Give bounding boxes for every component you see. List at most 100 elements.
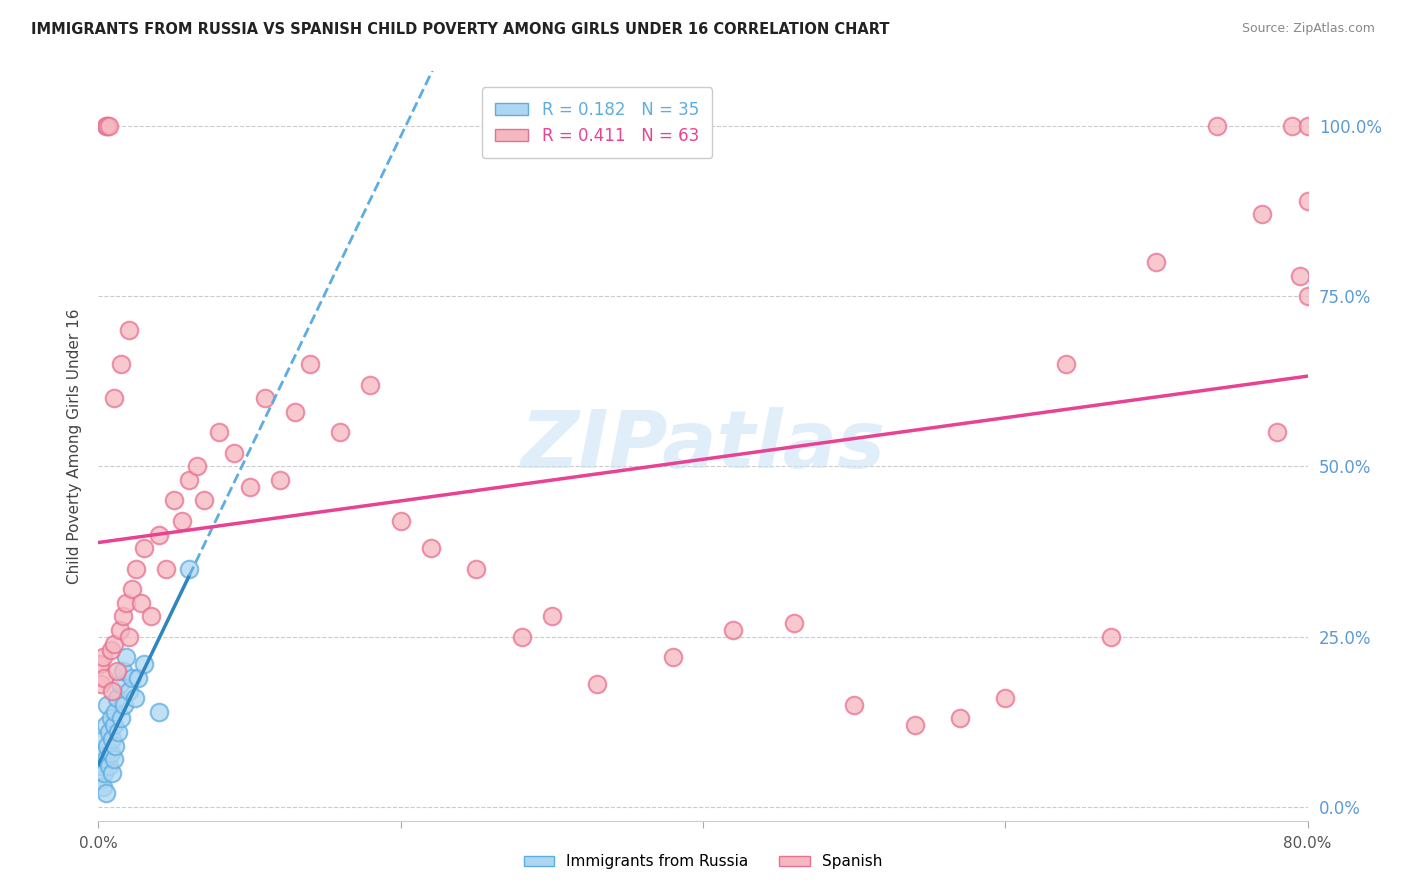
Point (844, 698, 866, 712)
Point (103, 718, 125, 732)
Point (1296, 194, 1319, 208)
Point (107, 725, 129, 739)
Point (94, 752, 117, 766)
Point (104, 705, 127, 719)
Point (239, 480, 262, 494)
Point (112, 698, 135, 712)
Point (193, 493, 215, 508)
Point (661, 650, 683, 665)
Point (121, 582, 143, 596)
Point (96, 698, 118, 712)
Point (108, 623, 131, 637)
Point (91, 650, 114, 665)
Point (269, 473, 291, 487)
Point (148, 527, 170, 541)
Text: IMMIGRANTS FROM RUSSIA VS SPANISH CHILD POVERTY AMONG GIRLS UNDER 16 CORRELATION: IMMIGRANTS FROM RUSSIA VS SPANISH CHILD … (31, 22, 890, 37)
Point (105, 691, 128, 706)
Point (100, 711, 122, 725)
Point (111, 664, 134, 678)
Point (994, 691, 1017, 706)
Point (118, 630, 141, 644)
Point (186, 459, 208, 474)
Point (949, 711, 972, 725)
Point (118, 684, 141, 698)
Point (103, 636, 125, 650)
Point (329, 425, 352, 440)
Point (124, 691, 146, 706)
Text: Source: ZipAtlas.com: Source: ZipAtlas.com (1241, 22, 1375, 36)
Point (114, 596, 136, 610)
Point (103, 752, 125, 766)
Point (360, 377, 382, 392)
Point (1206, 119, 1229, 133)
Point (1281, 119, 1303, 133)
Point (91, 746, 114, 760)
Point (98, 119, 121, 133)
Point (93, 671, 115, 685)
Point (299, 357, 322, 371)
Legend: Immigrants from Russia, Spanish: Immigrants from Russia, Spanish (517, 848, 889, 875)
Point (132, 541, 155, 556)
Legend: R = 0.182   N = 35, R = 0.411   N = 63: R = 0.182 N = 35, R = 0.411 N = 63 (482, 87, 713, 158)
Point (93, 731, 115, 746)
Point (586, 677, 609, 691)
Point (101, 766, 124, 780)
Point (224, 446, 246, 460)
Point (110, 711, 132, 725)
Point (129, 596, 152, 610)
Point (101, 684, 124, 698)
Point (904, 718, 927, 732)
Point (96, 739, 118, 753)
Point (389, 514, 412, 528)
Point (93, 766, 115, 780)
Point (163, 493, 186, 508)
Point (94, 786, 117, 800)
Point (94, 718, 117, 732)
Point (104, 739, 127, 753)
Point (125, 561, 148, 575)
Point (783, 616, 806, 631)
Point (141, 609, 163, 624)
Point (510, 630, 533, 644)
Point (103, 392, 125, 406)
Point (1267, 425, 1289, 440)
Point (148, 705, 170, 719)
Point (121, 671, 143, 685)
Point (114, 650, 136, 665)
Point (91, 780, 114, 794)
Point (94, 119, 117, 133)
Point (1144, 255, 1167, 269)
Point (90, 677, 112, 691)
Point (723, 623, 745, 637)
Point (1099, 630, 1122, 644)
Point (1289, 268, 1312, 283)
Point (1296, 119, 1319, 133)
Point (98, 725, 121, 739)
Point (98, 759, 121, 773)
Point (127, 671, 149, 685)
Point (89, 772, 111, 787)
Point (110, 357, 132, 371)
Text: ZIPatlas: ZIPatlas (520, 407, 886, 485)
Point (420, 541, 443, 556)
Point (253, 392, 276, 406)
Point (132, 657, 155, 671)
Point (89, 657, 111, 671)
Point (1054, 357, 1077, 371)
Y-axis label: Child Poverty Among Girls Under 16: Child Poverty Among Girls Under 16 (66, 309, 82, 583)
Point (108, 677, 131, 691)
Point (101, 731, 124, 746)
Point (90, 759, 112, 773)
Point (179, 473, 201, 487)
Point (155, 561, 177, 575)
Point (170, 514, 193, 528)
Point (284, 405, 307, 419)
Point (179, 561, 201, 575)
Point (208, 425, 231, 440)
Point (118, 323, 141, 337)
Point (1296, 289, 1319, 303)
Point (100, 643, 122, 657)
Point (465, 561, 488, 575)
Point (100, 746, 122, 760)
Point (111, 609, 134, 624)
